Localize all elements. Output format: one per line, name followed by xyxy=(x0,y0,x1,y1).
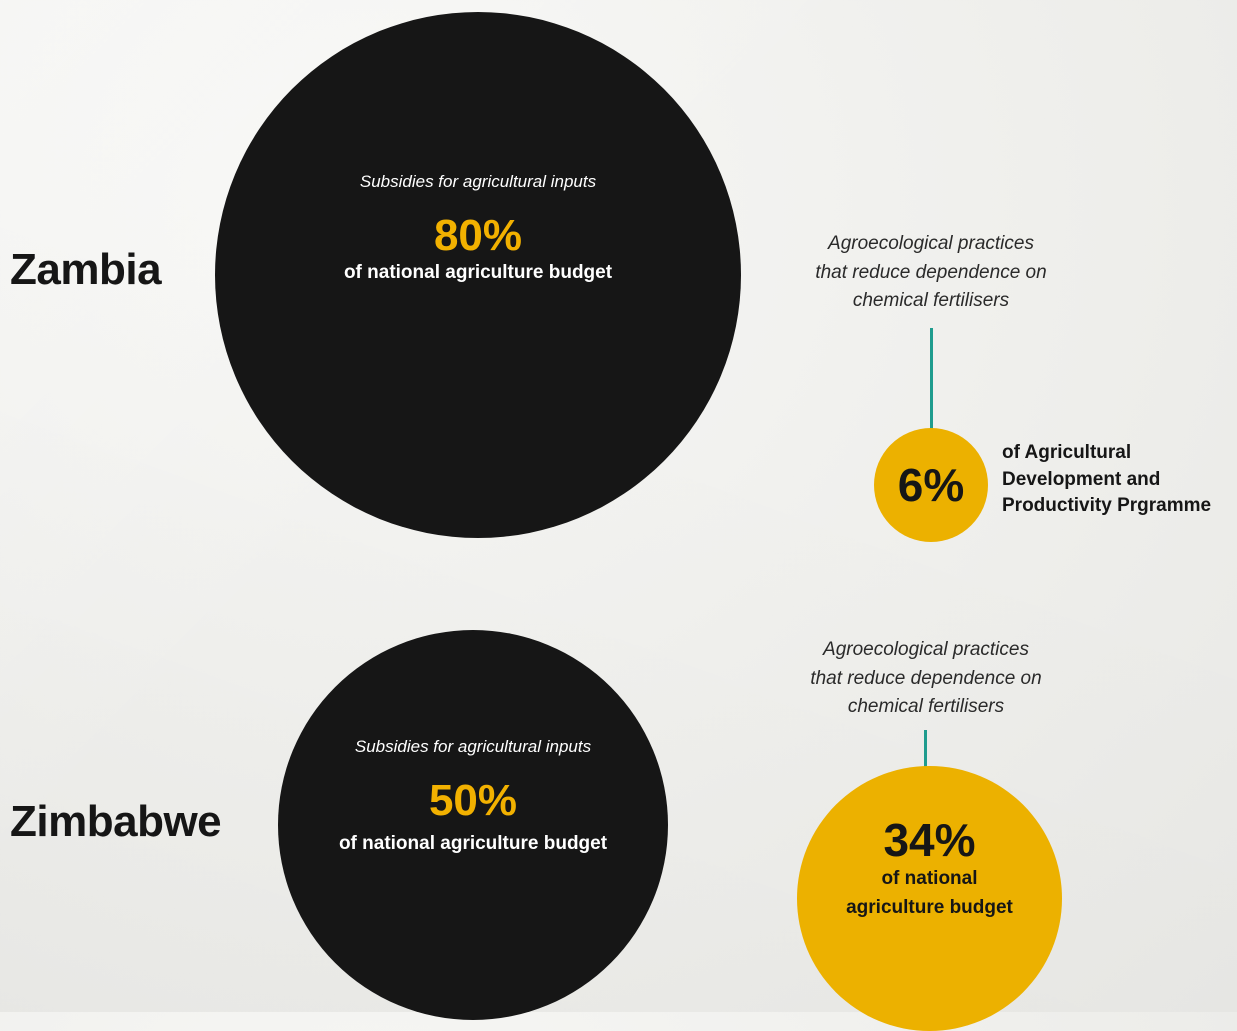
zimbabwe-agro-caption: Agroecological practices that reduce dep… xyxy=(781,636,1071,722)
zambia-subsidy-value: 80% xyxy=(433,210,523,260)
zimbabwe-subsidy-caption: Subsidies for agricultural inputs xyxy=(354,737,592,756)
zimbabwe-connector-line xyxy=(924,730,927,772)
zambia-agro-circle: 6% xyxy=(874,428,988,542)
zimbabwe-agro-caption-line: chemical fertilisers xyxy=(847,696,1005,717)
zambia-agro-caption: Agroecological practices that reduce dep… xyxy=(786,230,1076,316)
zimbabwe-agro-note-line: of national xyxy=(881,868,978,889)
zambia-subsidy-circle: Subsidies for agricultural inputs 80% of… xyxy=(215,12,741,538)
zambia-agro-note-line: Development and xyxy=(1002,468,1161,490)
zimbabwe-agro-value: 34% xyxy=(883,814,976,866)
zimbabwe-agro-caption-line: that reduce dependence on xyxy=(810,667,1042,689)
country-label-zimbabwe: Zimbabwe xyxy=(10,797,222,846)
zambia-agro-caption-line: chemical fertilisers xyxy=(852,290,1010,311)
zambia-subsidy-caption: Subsidies for agricultural inputs xyxy=(359,171,597,191)
zimbabwe-subsidy-note: of national agriculture budget xyxy=(338,833,608,854)
zambia-agro-note-line: Productivity Prgramme xyxy=(1002,495,1212,517)
zimbabwe-subsidy-value: 50% xyxy=(428,776,518,825)
zambia-agro-caption-line: that reduce dependence on xyxy=(815,261,1047,283)
zambia-agro-value: 6% xyxy=(897,459,965,511)
zimbabwe-agro-caption-line: Agroecological practices xyxy=(823,639,1029,660)
zambia-subsidy-note: of national agriculture budget xyxy=(343,261,613,283)
zambia-connector-line xyxy=(930,328,933,434)
zambia-agro-note: of Agricultural Development and Producti… xyxy=(1002,440,1211,520)
zimbabwe-agro-circle: 34% of national agriculture budget xyxy=(797,766,1062,1031)
zimbabwe-subsidy-circle: Subsidies for agricultural inputs 50% of… xyxy=(278,630,668,1020)
country-label-zambia: Zambia xyxy=(10,245,162,294)
zambia-agro-note-line: of Agricultural xyxy=(1002,442,1132,463)
zambia-agro-caption-line: Agroecological practices xyxy=(828,233,1034,254)
zimbabwe-agro-note-line: agriculture budget xyxy=(846,896,1013,918)
